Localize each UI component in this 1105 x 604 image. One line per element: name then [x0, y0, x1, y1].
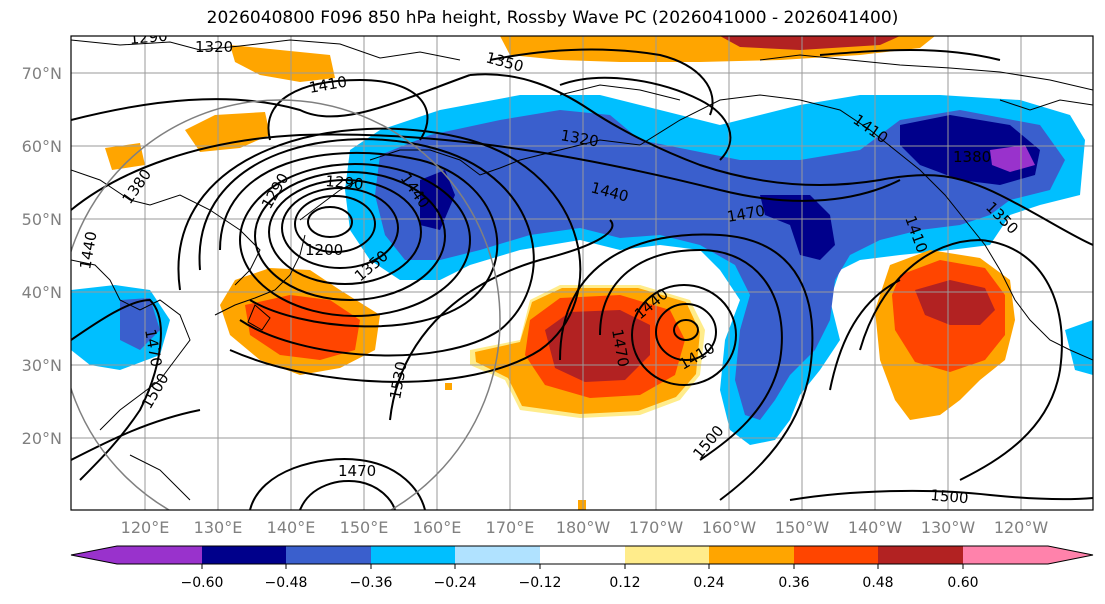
lon-label: 130°W: [921, 518, 976, 537]
anomaly-positive-region: [720, 36, 900, 50]
lat-label: 20°N: [22, 429, 62, 448]
colorbar-segment: [878, 546, 963, 564]
colorbar-tick-label: 0.48: [862, 575, 893, 591]
lat-label: 30°N: [22, 356, 62, 375]
contour-label: 1500: [930, 486, 970, 507]
anomaly-negative-region: [990, 145, 1035, 172]
colorbar-segment: [455, 546, 540, 564]
lat-label: 60°N: [22, 137, 62, 156]
lon-label: 170°E: [486, 518, 535, 537]
lon-label: 140°E: [267, 518, 316, 537]
colorbar: −0.60 −0.48 −0.36 −0.24 −0.12 0.12 0.24 …: [70, 545, 1094, 591]
anomaly-positive-region: [445, 383, 452, 390]
colorbar-segment: [963, 546, 1048, 564]
anomaly-negative-region: [760, 195, 835, 260]
colorbar-tick-label: −0.24: [434, 575, 477, 591]
colorbar-segment: [202, 546, 287, 564]
latitude-labels: 70°N 60°N 50°N 40°N 30°N 20°N: [22, 64, 62, 448]
colorbar-tick-label: −0.60: [181, 575, 224, 591]
colorbar-tick-label: −0.12: [519, 575, 562, 591]
lon-label: 130°E: [194, 518, 243, 537]
lon-label: 120°E: [121, 518, 170, 537]
lat-label: 40°N: [22, 283, 62, 302]
colorbar-segment: [540, 546, 625, 564]
anomaly-negative-region: [1065, 320, 1093, 375]
anomaly-positive-region: [915, 280, 995, 325]
lon-label: 160°E: [413, 518, 462, 537]
colorbar-segment: [625, 546, 710, 564]
longitude-labels: 120°E 130°E 140°E 150°E 160°E 170°E 180°…: [121, 518, 1049, 537]
map-frame: [70, 35, 1094, 511]
colorbar-outline: [70, 545, 1094, 565]
contour-label: 1470: [338, 462, 376, 480]
graticule: [71, 36, 1093, 510]
colorbar-tick-label: −0.36: [350, 575, 393, 591]
colorbar-tick-label: −0.48: [265, 575, 308, 591]
map-content: 1290 1320 1350 1410 1320 1440 1410 1380 …: [71, 27, 1093, 510]
anomaly-negative-region: [120, 298, 160, 350]
lat-label: 50°N: [22, 210, 62, 229]
colorbar-extend-high: [1048, 546, 1093, 564]
contour-label: 1320: [195, 38, 233, 56]
colorbar-tick-label: 0.60: [947, 575, 978, 591]
lon-label: 170°W: [629, 518, 684, 537]
anomaly-positive-region: [105, 143, 145, 170]
lon-label: 160°W: [702, 518, 757, 537]
colorbar-extend-low: [71, 546, 117, 564]
anomaly-positive-region: [185, 112, 270, 152]
colorbar-segment: [371, 546, 456, 564]
contour-label: 1380: [953, 148, 991, 166]
colorbar-segment: [117, 546, 202, 564]
contour-label: 1290: [325, 172, 365, 193]
height-contours: [71, 48, 1093, 510]
lon-label: 180°W: [556, 518, 611, 537]
colorbar-tick-label: 0.36: [778, 575, 809, 591]
colorbar-tick-label: 0.12: [609, 575, 640, 591]
lon-label: 150°W: [775, 518, 830, 537]
chart-title: 2026040800 F096 850 hPa height, Rossby W…: [206, 8, 899, 28]
colorbar-segment: [709, 546, 794, 564]
colorbar-segment: [794, 546, 879, 564]
lon-label: 150°E: [340, 518, 389, 537]
colorbar-tick-label: 0.24: [693, 575, 724, 591]
anomaly-positive-region: [578, 500, 586, 510]
contour-label: 1290: [129, 27, 169, 48]
lon-label: 120°W: [994, 518, 1049, 537]
contour-label: 1200: [305, 241, 343, 259]
colorbar-segment: [286, 546, 371, 564]
lat-label: 70°N: [22, 64, 62, 83]
lon-label: 140°W: [848, 518, 903, 537]
coastlines: [71, 39, 1093, 501]
anomaly-positive-region: [545, 310, 650, 382]
